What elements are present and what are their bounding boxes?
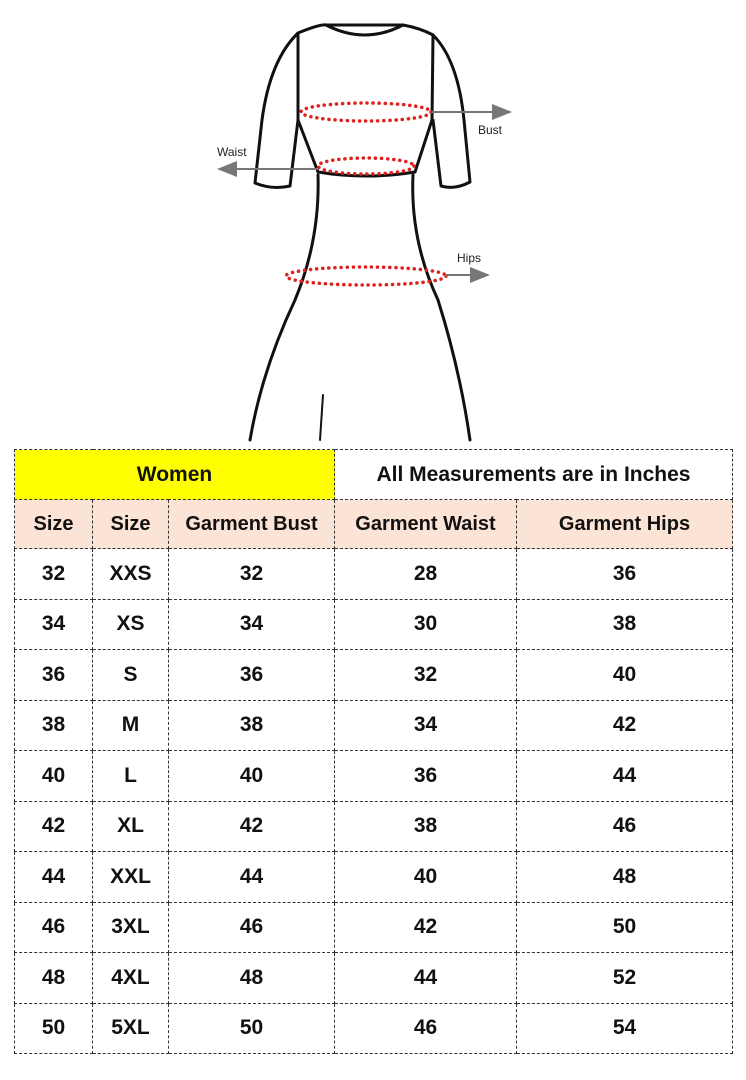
cell-size-letter: XXS (92, 548, 169, 600)
cell-garment-hips: 54 (516, 1002, 733, 1054)
cell-garment-waist: 32 (334, 649, 517, 701)
cell-garment-bust: 32 (168, 548, 335, 600)
cell-size-number: 46 (14, 901, 93, 953)
table-title-row: Women All Measurements are in Inches (14, 449, 733, 500)
waist-label: Waist (217, 145, 247, 159)
header-size-number: Size (14, 499, 93, 549)
cell-garment-hips: 52 (516, 952, 733, 1004)
cell-garment-bust: 50 (168, 1002, 335, 1054)
cell-size-number: 34 (14, 598, 93, 650)
cell-size-letter: XL (92, 800, 169, 852)
table-row: 34 XS 34 30 38 (14, 598, 733, 650)
table-row: 36 S 36 32 40 (14, 649, 733, 701)
cell-garment-hips: 38 (516, 598, 733, 650)
cell-garment-hips: 48 (516, 851, 733, 903)
cell-garment-waist: 40 (334, 851, 517, 903)
cell-garment-hips: 44 (516, 750, 733, 802)
cell-garment-waist: 28 (334, 548, 517, 600)
cell-garment-bust: 46 (168, 901, 335, 953)
table-row: 40 L 40 36 44 (14, 750, 733, 802)
table-row: 46 3XL 46 42 50 (14, 901, 733, 953)
cell-garment-hips: 50 (516, 901, 733, 953)
cell-size-letter: 4XL (92, 952, 169, 1004)
cell-size-number: 32 (14, 548, 93, 600)
cell-garment-bust: 48 (168, 952, 335, 1004)
cell-size-number: 38 (14, 699, 93, 751)
cell-size-letter: XS (92, 598, 169, 650)
cell-size-number: 50 (14, 1002, 93, 1054)
cell-size-letter: M (92, 699, 169, 751)
table-row: 38 M 38 34 42 (14, 699, 733, 751)
table-row: 32 XXS 32 28 36 (14, 548, 733, 600)
cell-garment-bust: 34 (168, 598, 335, 650)
cell-garment-bust: 42 (168, 800, 335, 852)
cell-size-letter: XXL (92, 851, 169, 903)
hips-ellipse (284, 265, 448, 287)
women-title: Women (14, 449, 335, 500)
cell-size-letter: S (92, 649, 169, 701)
bust-label: Bust (478, 123, 503, 137)
cell-size-number: 40 (14, 750, 93, 802)
cell-size-number: 44 (14, 851, 93, 903)
cell-garment-waist: 34 (334, 699, 517, 751)
dress-outline (248, 23, 472, 442)
cell-garment-waist: 36 (334, 750, 517, 802)
header-size-letter: Size (92, 499, 169, 549)
cell-size-letter: 3XL (92, 901, 169, 953)
cell-garment-bust: 38 (168, 699, 335, 751)
dress-measurement-diagram: Bust Waist Hips (217, 23, 512, 442)
cell-garment-hips: 36 (516, 548, 733, 600)
table-header-row: Size Size Garment Bust Garment Waist Gar… (14, 499, 733, 549)
cell-garment-bust: 36 (168, 649, 335, 701)
hips-label: Hips (457, 251, 481, 265)
cell-garment-waist: 38 (334, 800, 517, 852)
table-row: 50 5XL 50 46 54 (14, 1002, 733, 1054)
cell-garment-hips: 46 (516, 800, 733, 852)
waist-ellipse (316, 156, 416, 176)
size-chart-table: Women All Measurements are in Inches Siz… (14, 449, 733, 1054)
cell-size-number: 36 (14, 649, 93, 701)
header-garment-hips: Garment Hips (516, 499, 733, 549)
cell-garment-bust: 44 (168, 851, 335, 903)
cell-size-letter: L (92, 750, 169, 802)
cell-garment-hips: 42 (516, 699, 733, 751)
table-row: 48 4XL 48 44 52 (14, 952, 733, 1004)
cell-garment-bust: 40 (168, 750, 335, 802)
cell-garment-hips: 40 (516, 649, 733, 701)
header-garment-bust: Garment Bust (168, 499, 335, 549)
cell-size-number: 42 (14, 800, 93, 852)
bust-ellipse (299, 101, 433, 123)
cell-garment-waist: 44 (334, 952, 517, 1004)
cell-size-letter: 5XL (92, 1002, 169, 1054)
cell-garment-waist: 46 (334, 1002, 517, 1054)
header-garment-waist: Garment Waist (334, 499, 517, 549)
cell-garment-waist: 42 (334, 901, 517, 953)
cell-size-number: 48 (14, 952, 93, 1004)
table-row: 44 XXL 44 40 48 (14, 851, 733, 903)
units-note: All Measurements are in Inches (334, 449, 733, 500)
cell-garment-waist: 30 (334, 598, 517, 650)
table-row: 42 XL 42 38 46 (14, 800, 733, 852)
